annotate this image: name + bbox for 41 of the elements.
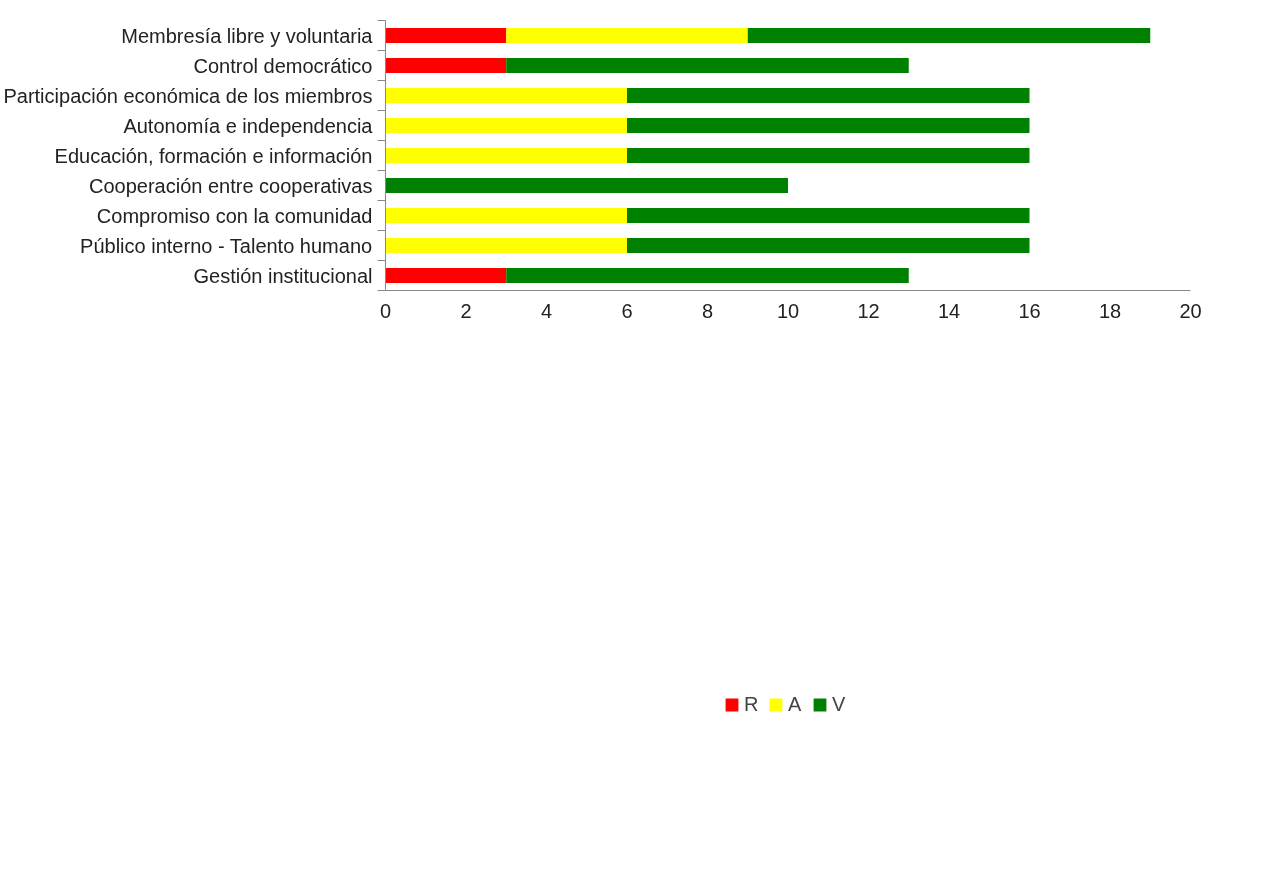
x-tick-label: 16	[1018, 299, 1041, 322]
y-tick-label: Gestión institucional	[193, 264, 373, 287]
bar	[385, 118, 627, 133]
bar	[627, 238, 1030, 253]
bar	[385, 28, 507, 43]
bar	[385, 148, 627, 163]
x-tick-label: 18	[1098, 299, 1122, 322]
x-tick-label: 2	[460, 299, 472, 322]
y-tick-label: Autonomía e independencia	[123, 114, 374, 137]
x-tick-label: 4	[540, 299, 553, 322]
y-tick-label: Control democrático	[193, 54, 373, 77]
y-tick-label: Educación, formación e información	[54, 144, 373, 167]
bar	[506, 58, 909, 73]
x-tick-label: 6	[621, 299, 633, 322]
bar	[627, 148, 1030, 163]
y-tick-label: Participación económica de los miembros	[3, 84, 373, 107]
legend-label: V	[832, 692, 847, 716]
y-tick-label: Membresía libre y voluntaria	[121, 24, 374, 47]
x-tick-label: 14	[937, 299, 961, 322]
bar	[627, 88, 1030, 103]
x-tick-label: 20	[1179, 299, 1202, 322]
bar	[385, 88, 627, 103]
bar	[385, 238, 627, 253]
y-tick-label: Compromiso con la comunidad	[96, 204, 373, 227]
bar	[627, 118, 1030, 133]
x-tick-label: 0	[379, 299, 392, 322]
bar	[385, 58, 507, 73]
y-tick-label: Cooperación entre cooperativas	[88, 174, 373, 197]
x-tick-label: 10	[776, 299, 800, 322]
x-tick-label: 12	[857, 299, 880, 322]
legend-label: A	[788, 692, 803, 716]
bar	[506, 28, 748, 43]
bar	[385, 268, 507, 283]
bar	[385, 178, 788, 193]
bar	[747, 28, 1151, 43]
bar	[385, 208, 627, 223]
bar	[627, 208, 1030, 223]
bar	[506, 268, 909, 283]
legend-label: R	[744, 692, 760, 716]
y-tick-label: Público interno - Talento humano	[80, 234, 373, 257]
x-tick-label: 8	[701, 299, 714, 322]
